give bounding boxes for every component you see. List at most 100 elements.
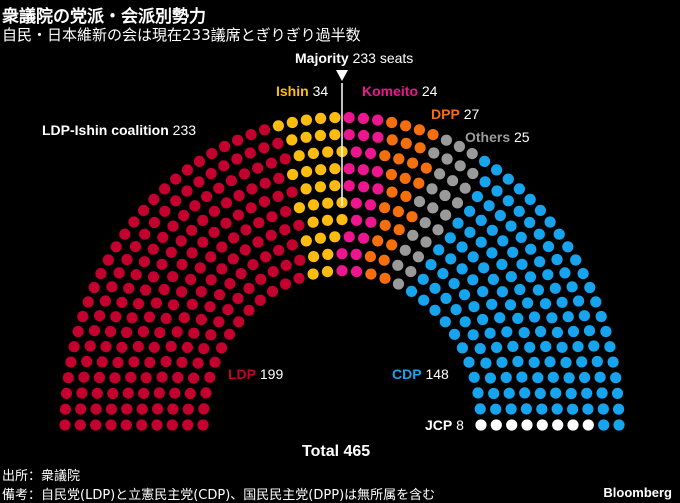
seat-ishin xyxy=(308,251,320,263)
seat-cdp xyxy=(464,226,476,238)
seat-cdp xyxy=(565,387,577,400)
seat-ldp xyxy=(238,168,250,180)
seat-cdp xyxy=(471,191,483,203)
seat-dpp xyxy=(427,129,439,141)
seat-ldp xyxy=(272,137,284,149)
seat-cdp xyxy=(456,342,468,354)
seat-ldp xyxy=(148,341,160,353)
majority-marker-icon xyxy=(336,70,348,81)
seat-ishin xyxy=(321,214,334,226)
seat-ishin xyxy=(329,112,341,124)
seat-dpp xyxy=(364,251,376,263)
seat-cdp xyxy=(563,372,575,384)
seat-dpp xyxy=(413,124,425,136)
seat-ldp xyxy=(293,272,305,284)
seat-cdp xyxy=(611,387,624,399)
seat-ldp xyxy=(116,341,128,353)
seat-ldp xyxy=(265,229,277,241)
seat-cdp xyxy=(445,253,457,265)
seat-cdp xyxy=(525,243,537,255)
seat-ldp xyxy=(243,282,255,294)
seat-ldp xyxy=(167,271,179,283)
seat-cdp xyxy=(484,327,496,339)
seat-cdp xyxy=(542,241,555,253)
seat-ldp xyxy=(144,356,156,368)
seat-ishin xyxy=(307,268,319,280)
seat-ldp xyxy=(143,311,156,323)
seat-ldp xyxy=(68,341,80,353)
seat-ldp xyxy=(176,258,188,270)
seat-ldp xyxy=(195,313,207,326)
seat-cdp xyxy=(467,274,479,286)
seat-ldp xyxy=(77,310,89,323)
seat-ldp xyxy=(112,356,124,369)
majority-label: Majority 233 seats xyxy=(295,50,414,66)
seat-ldp xyxy=(266,285,279,297)
seat-jcp xyxy=(536,419,548,431)
seat-ishin xyxy=(314,181,326,193)
seat-ldp xyxy=(254,294,266,306)
seat-ldp xyxy=(252,162,264,174)
seat-cdp xyxy=(540,340,552,353)
seat-cdp xyxy=(522,297,534,309)
seat-ishin xyxy=(314,129,326,142)
seat-komeito xyxy=(343,129,355,141)
seat-others xyxy=(419,217,431,229)
seat-ldp xyxy=(128,216,140,228)
seat-ldp xyxy=(74,419,86,431)
seat-cdp xyxy=(458,289,471,301)
seat-ldp xyxy=(245,202,257,214)
seat-dpp xyxy=(420,162,432,174)
seat-cdp xyxy=(591,355,603,368)
seat-cdp xyxy=(433,244,445,256)
seat-ldp xyxy=(231,153,243,165)
seat-ldp xyxy=(102,254,114,266)
seat-ldp xyxy=(129,241,142,253)
seat-komeito xyxy=(336,265,348,277)
seat-others xyxy=(428,147,440,159)
seat-ldp xyxy=(197,214,209,226)
seat-ldp xyxy=(206,148,218,160)
seat-ldp xyxy=(218,160,230,172)
seat-cdp xyxy=(464,205,476,217)
seat-others xyxy=(392,259,404,271)
seat-cdp xyxy=(491,164,503,176)
seat-ishin xyxy=(322,197,334,209)
seat-ldp xyxy=(59,419,71,431)
seat-ldp xyxy=(132,340,144,353)
seat-ldp xyxy=(120,419,132,431)
seat-ldp xyxy=(156,258,168,270)
seat-ldp xyxy=(148,216,160,229)
label-komeito: Komeito 24 xyxy=(362,83,438,99)
seat-cdp xyxy=(534,204,547,216)
seat-ldp xyxy=(130,269,142,281)
seat-cdp xyxy=(544,216,556,228)
seat-cdp xyxy=(505,220,517,232)
seat-komeito xyxy=(365,216,377,228)
seat-cdp xyxy=(480,357,492,369)
label-dpp: DPP 27 xyxy=(431,106,480,122)
seat-cdp xyxy=(528,311,541,323)
seat-ldp xyxy=(193,155,205,167)
seat-komeito xyxy=(364,199,377,211)
seat-cdp xyxy=(500,371,512,384)
seat-cdp xyxy=(581,387,593,399)
seat-ldp xyxy=(216,263,228,275)
label-jcp: JCP 8 xyxy=(425,417,464,433)
seat-ldp xyxy=(91,387,103,399)
seat-ldp xyxy=(119,228,131,240)
seat-ldp xyxy=(225,175,237,187)
seat-cdp xyxy=(536,403,548,415)
seat-cdp xyxy=(472,387,484,399)
seat-ldp xyxy=(110,311,122,323)
seat-ldp xyxy=(105,419,117,431)
seat-others xyxy=(440,134,452,146)
seat-cdp xyxy=(478,262,490,274)
seat-cdp xyxy=(588,340,600,352)
seat-ishin xyxy=(321,266,334,278)
seat-dpp xyxy=(386,134,398,146)
seat-ldp xyxy=(105,403,117,415)
seat-ldp xyxy=(273,172,285,184)
seat-ldp xyxy=(201,191,213,203)
